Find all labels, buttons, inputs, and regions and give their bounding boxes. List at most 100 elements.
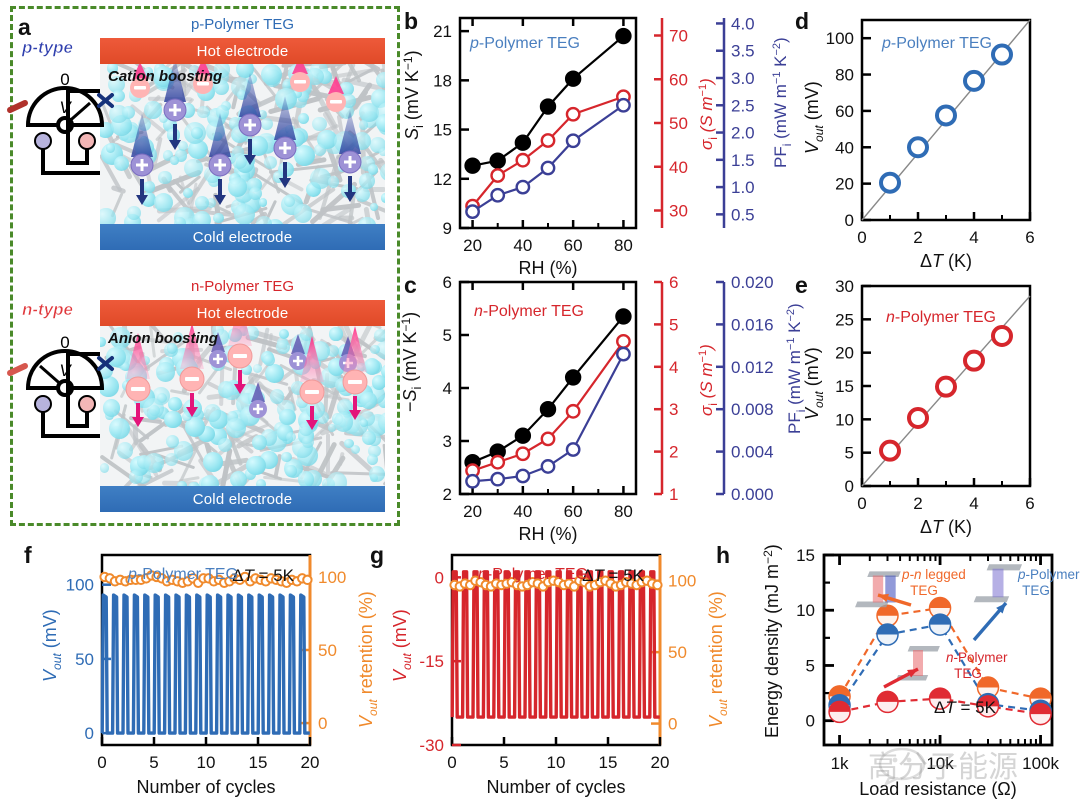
svg-text:PFi (mW m−1 K−2): PFi (mW m−1 K−2)	[785, 303, 808, 434]
svg-text:2.5: 2.5	[731, 96, 755, 115]
svg-text:Vout (mV): Vout (mV)	[802, 81, 826, 154]
svg-text:100: 100	[668, 572, 696, 591]
svg-text:n-Polymer TEG: n-Polymer TEG	[474, 303, 584, 320]
meter-v-bottom: V	[59, 361, 72, 380]
hot-electrode-top: Hot electrode	[100, 38, 385, 64]
svg-text:0: 0	[845, 477, 854, 496]
svg-text:50: 50	[668, 643, 687, 662]
svg-text:p-Polymer TEG: p-Polymer TEG	[469, 35, 580, 52]
n-type-label: n-type	[22, 300, 74, 320]
svg-text:15: 15	[249, 753, 268, 772]
svg-text:2: 2	[913, 494, 922, 513]
svg-text:0: 0	[97, 753, 106, 772]
svg-text:6: 6	[1025, 494, 1034, 513]
panel-label-b: b	[404, 8, 419, 34]
svg-text:0: 0	[857, 228, 866, 247]
n-teg-title: n-Polymer TEG	[190, 278, 295, 295]
svg-text:p-n legged: p-n legged	[901, 567, 966, 582]
svg-text:5: 5	[669, 315, 678, 334]
svg-text:0.020: 0.020	[731, 273, 774, 292]
svg-text:0.000: 0.000	[731, 485, 774, 504]
svg-text:Si (mV K−1): Si (mV K−1)	[401, 50, 426, 140]
schematic-p-type: p-Polymer TEG Hot electrode Cold electro…	[100, 16, 385, 250]
svg-text:30: 30	[835, 277, 854, 296]
svg-text:σi (S m−1): σi (S m−1)	[697, 344, 720, 416]
svg-text:2.0: 2.0	[731, 124, 755, 143]
panel-h-chart: 1k 10k 100k 0 5 10 15 p-n legged TEG p-Polymer TEG…	[706, 535, 1080, 801]
panel-label-h: h	[716, 542, 731, 568]
p-teg-title: p-Polymer TEG	[190, 16, 295, 33]
svg-text:Number of cycles: Number of cycles	[486, 777, 625, 797]
svg-text:0: 0	[435, 568, 444, 587]
hot-electrode-bottom: Hot electrode	[100, 300, 385, 326]
svg-text:TEG: TEG	[1022, 583, 1050, 598]
panel-label-f: f	[24, 542, 32, 568]
svg-text:ΔT (K): ΔT (K)	[920, 251, 972, 271]
svg-text:15: 15	[433, 121, 452, 140]
svg-text:60: 60	[669, 70, 688, 89]
meter-zero-bottom: 0	[60, 333, 69, 352]
svg-text:5: 5	[499, 753, 508, 772]
svg-text:ΔT = 5K: ΔT = 5K	[232, 566, 295, 585]
svg-text:20: 20	[463, 502, 482, 521]
svg-text:4: 4	[969, 494, 978, 513]
svg-text:20: 20	[835, 344, 854, 363]
svg-text:40: 40	[513, 236, 532, 255]
svg-text:80: 80	[614, 502, 633, 521]
svg-text:0.004: 0.004	[731, 443, 774, 462]
svg-text:Vout (mV): Vout (mV)	[40, 609, 64, 682]
svg-text:5: 5	[443, 326, 452, 345]
svg-text:4: 4	[669, 358, 678, 377]
svg-text:3: 3	[669, 400, 678, 419]
svg-text:0.016: 0.016	[731, 315, 774, 334]
svg-text:60: 60	[564, 502, 583, 521]
svg-text:TEG: TEG	[954, 666, 982, 681]
panel-label-g: g	[370, 542, 385, 568]
meter-v-top: V	[59, 98, 72, 117]
svg-text:100k: 100k	[1022, 754, 1059, 773]
svg-text:0.012: 0.012	[731, 358, 774, 377]
svg-text:40: 40	[669, 158, 688, 177]
cold-electrode-top: Cold electrode	[100, 224, 385, 250]
cold-electrode-bottom: Cold electrode	[100, 486, 385, 512]
svg-text:Vout retention (%): Vout retention (%)	[356, 591, 380, 728]
svg-text:n-Polymer TEG: n-Polymer TEG	[478, 566, 588, 583]
panel-a-schematic	[10, 6, 400, 526]
svg-text:1k: 1k	[831, 754, 849, 773]
svg-text:6: 6	[669, 273, 678, 292]
schematic-n-type: n-Polymer TEG Hot electrode Cold electro…	[100, 278, 385, 512]
svg-text:3.5: 3.5	[731, 42, 755, 61]
svg-text:10: 10	[197, 753, 216, 772]
svg-text:0: 0	[318, 714, 327, 733]
svg-text:1.0: 1.0	[731, 178, 755, 197]
svg-text:Number of cycles: Number of cycles	[136, 777, 275, 797]
anion-boosting-label: Anion boosting	[108, 330, 218, 347]
svg-text:0: 0	[806, 712, 815, 731]
svg-text:Energy density (mJ m−2): Energy density (mJ m−2)	[761, 544, 782, 738]
svg-text:40: 40	[513, 502, 532, 521]
svg-text:50: 50	[669, 114, 688, 133]
svg-text:20: 20	[301, 753, 320, 772]
svg-text:1.5: 1.5	[731, 151, 755, 170]
panel-label-e: e	[795, 272, 808, 298]
svg-text:4: 4	[969, 228, 978, 247]
svg-text:70: 70	[669, 27, 688, 46]
p-type-label: p-type	[22, 38, 74, 58]
svg-text:100: 100	[318, 568, 346, 587]
svg-text:50: 50	[318, 641, 337, 660]
svg-text:n-Polymer TEG: n-Polymer TEG	[886, 309, 996, 326]
svg-text:25: 25	[835, 310, 854, 329]
svg-text:50: 50	[75, 650, 94, 669]
svg-text:100: 100	[66, 576, 94, 595]
svg-text:18: 18	[433, 71, 452, 90]
svg-text:20: 20	[835, 175, 854, 194]
svg-text:Load resistance (Ω): Load resistance (Ω)	[859, 779, 1017, 799]
svg-text:0: 0	[447, 753, 456, 772]
svg-text:6: 6	[1025, 228, 1034, 247]
svg-text:2: 2	[913, 228, 922, 247]
svg-text:ΔT = 5K: ΔT = 5K	[934, 698, 997, 717]
svg-text:p-Polymer: p-Polymer	[1017, 567, 1080, 582]
svg-text:3.0: 3.0	[731, 69, 755, 88]
svg-text:15: 15	[835, 377, 854, 396]
svg-text:15: 15	[599, 753, 618, 772]
